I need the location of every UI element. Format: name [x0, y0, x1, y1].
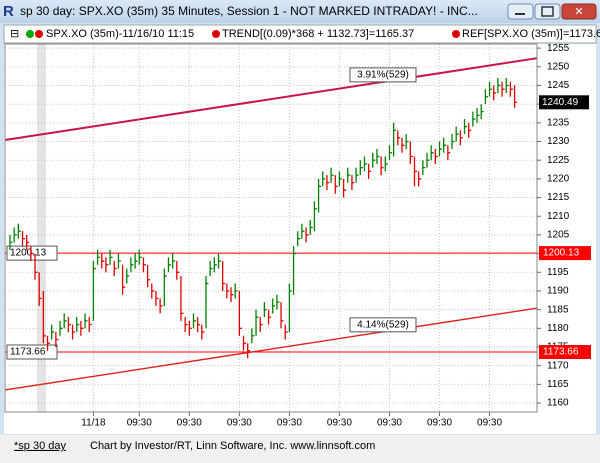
- trend-label: 4.14%(529): [357, 319, 409, 330]
- x-tick-label: 09:30: [227, 418, 252, 429]
- y-tick-label: 1190: [547, 286, 569, 297]
- legend-icon: [452, 30, 460, 38]
- reference-label: 1173.66: [10, 347, 46, 358]
- y-tick-label: 1235: [547, 117, 570, 128]
- credit: Chart by Investor/RT, Linn Software, Inc…: [90, 440, 375, 452]
- reference-label: 1200.13: [10, 248, 47, 259]
- session-break: [37, 44, 46, 412]
- trend-label: 3.91%(529): [357, 70, 409, 81]
- chart-tab[interactable]: *sp 30 day: [14, 440, 66, 452]
- y-tick-label: 1185: [547, 304, 569, 315]
- x-tick-label: 09:30: [427, 418, 452, 429]
- x-tick-label: 09:30: [377, 418, 402, 429]
- trend-label-box: [349, 317, 417, 333]
- reference-label-box: [6, 344, 58, 360]
- legend-item[interactable]: REF[SPX.XO (35m)]=1173.6: [462, 28, 600, 40]
- x-tick-label: 09:30: [477, 418, 502, 429]
- status-bar: [0, 435, 600, 463]
- x-tick-label: 09:30: [177, 418, 202, 429]
- y-tick-label: 1160: [547, 398, 569, 409]
- y-tick-label: 1250: [547, 61, 570, 72]
- legend-expand[interactable]: ⊟: [10, 28, 19, 40]
- y-tick-label: 1210: [547, 211, 570, 222]
- x-tick-label: 11/18: [81, 418, 106, 429]
- minimize-button[interactable]: [507, 3, 534, 20]
- y-tick-label: 1255: [547, 43, 570, 54]
- y-tick-label: 1170: [547, 360, 569, 371]
- window-title: sp 30 day: SPX.XO (35m) 35 Minutes, Sess…: [20, 4, 478, 18]
- legend-icon: [35, 30, 43, 38]
- x-tick-label: 09:30: [327, 418, 352, 429]
- reference-axis-box: [539, 246, 591, 261]
- legend-item[interactable]: TREND[(0.09)*368 + 1132.73]=1165.37: [222, 28, 414, 40]
- plot-border: [4, 43, 538, 413]
- close-icon: ✕: [574, 6, 583, 18]
- trend-line: [4, 307, 538, 391]
- y-tick-label: 1230: [547, 136, 570, 147]
- title-bar: [0, 0, 600, 23]
- legend-icon: [212, 30, 220, 38]
- x-tick-label: 09:30: [277, 418, 302, 429]
- legend-bar: [3, 24, 597, 44]
- y-tick-label: 1195: [547, 267, 569, 278]
- y-tick-label: 1215: [547, 192, 570, 203]
- legend-icon: [26, 30, 34, 38]
- trend-label-box: [349, 67, 417, 83]
- reference-axis-label: 1200.13: [543, 248, 580, 259]
- y-tick-label: 1180: [547, 323, 569, 334]
- app-icon: R: [3, 3, 14, 20]
- reference-axis-label: 1173.66: [543, 347, 579, 358]
- reference-axis-box: [539, 344, 591, 359]
- legend-item[interactable]: SPX.XO (35m)-11/16/10 11:15: [46, 28, 194, 40]
- x-tick-label: 09:30: [127, 418, 152, 429]
- y-tick-label: 1220: [547, 174, 570, 185]
- last-price-label: 1240.49: [542, 97, 579, 108]
- y-tick-label: 1225: [547, 155, 570, 166]
- close-button[interactable]: [561, 3, 597, 20]
- last-price-box: [539, 95, 589, 110]
- trend-line: [4, 57, 538, 142]
- maximize-icon: [541, 6, 554, 17]
- y-tick-label: 1245: [547, 80, 570, 91]
- y-tick-label: 1165: [547, 379, 569, 390]
- y-tick-label: 1205: [547, 230, 570, 241]
